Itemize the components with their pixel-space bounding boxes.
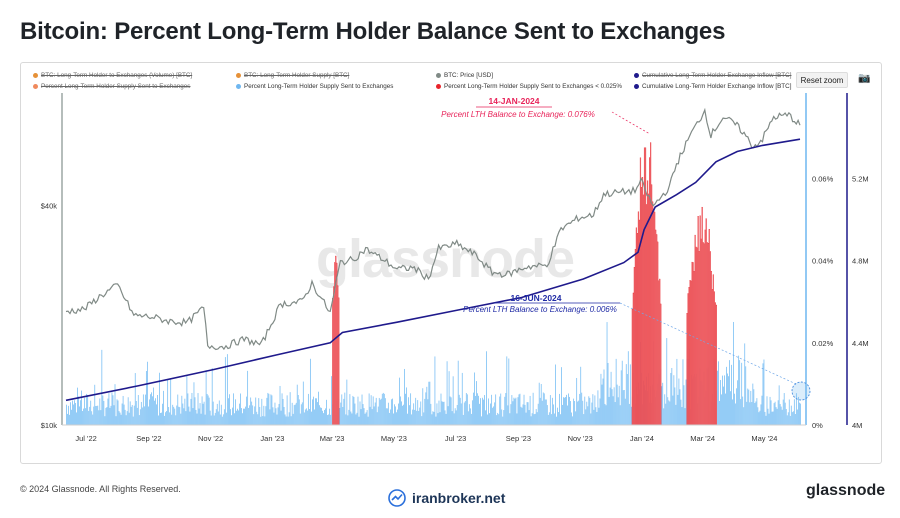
legend-label: Percent Long-Term Holder Supply Sent to …: [444, 83, 622, 90]
legend-swatch: [236, 84, 241, 89]
reset-zoom-button[interactable]: Reset zoom: [796, 72, 848, 88]
legend-label: BTC: Long-Term Holder to Exchanges (Volu…: [41, 72, 193, 79]
legend-swatch: [634, 84, 639, 89]
iranbroker-logo: iranbroker.net: [388, 489, 505, 507]
legend-item[interactable]: BTC: Long-Term Holder to Exchanges (Volu…: [33, 72, 192, 79]
legend-swatch: [634, 73, 639, 78]
legend-swatch: [33, 84, 38, 89]
legend-item[interactable]: Cumulative Long-Term Holder Exchange Inf…: [634, 83, 791, 90]
legend-item[interactable]: Cumulative Long-Term Holder Exchange Inf…: [634, 72, 791, 79]
legend-swatch: [436, 73, 441, 78]
legend-label: Percent Long-Term Holder Supply Sent to …: [244, 83, 394, 90]
legend-label: Cumulative Long-Term Holder Exchange Inf…: [642, 83, 792, 90]
page-title: Bitcoin: Percent Long-Term Holder Balanc…: [20, 18, 726, 45]
legend-swatch: [236, 73, 241, 78]
legend-label: Percent Long-Term Holder Supply Sent to …: [41, 83, 191, 90]
glassnode-brand: glassnode: [806, 482, 886, 499]
legend-label: BTC: Long-Term Holder Supply [BTC]: [244, 72, 350, 79]
legend-label: BTC: Price [USD]: [444, 72, 493, 79]
iranbroker-logo-icon: [388, 489, 406, 507]
legend-swatch: [436, 84, 441, 89]
legend-swatch: [33, 73, 38, 78]
legend-item[interactable]: Percent Long-Term Holder Supply Sent to …: [33, 83, 190, 90]
legend-label: Cumulative Long-Term Holder Exchange Inf…: [642, 72, 792, 79]
camera-icon[interactable]: 📷: [858, 73, 871, 84]
legend-item[interactable]: BTC: Long-Term Holder Supply [BTC]: [236, 72, 349, 79]
iranbroker-logo-text: iranbroker.net: [412, 490, 506, 506]
copyright-text: © 2024 Glassnode. All Rights Reserved.: [20, 484, 181, 494]
legend-item[interactable]: Percent Long-Term Holder Supply Sent to …: [236, 83, 393, 90]
legend-item[interactable]: BTC: Price [USD]: [436, 72, 493, 79]
glassnode-watermark: glassnode: [316, 229, 575, 289]
legend-item[interactable]: Percent Long-Term Holder Supply Sent to …: [436, 83, 622, 90]
